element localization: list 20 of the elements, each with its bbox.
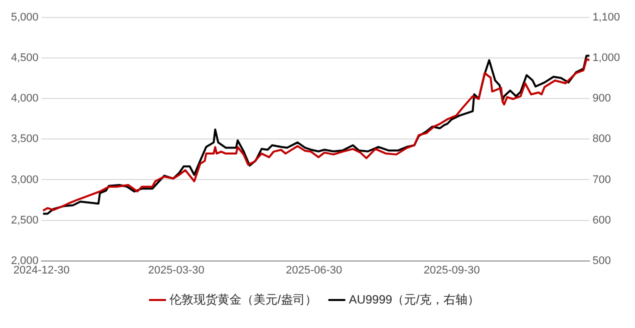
y-tick-label: 5,000 <box>10 12 39 24</box>
x-tick-label: 2024-12-30 <box>13 264 70 276</box>
y-tick-label: 3,000 <box>10 174 39 186</box>
y2-tick-label: 1,100 <box>592 12 620 24</box>
y-tick-label: 2,000 <box>10 254 39 267</box>
y-tick-label: 2,500 <box>10 214 39 226</box>
y-tick-label: 4,000 <box>10 92 39 105</box>
legend-label: 伦敦现货黄金（美元/盎司） <box>169 292 317 306</box>
y2-tick-label: 800 <box>592 133 611 146</box>
y2-tick-label: 1,000 <box>592 52 620 64</box>
y-tick-label: 3,500 <box>10 133 39 146</box>
legend-label: AU9999（元/克，右轴） <box>348 292 480 306</box>
y-tick-label: 4,500 <box>10 52 39 64</box>
y2-tick-label: 600 <box>592 214 611 226</box>
y2-tick-label: 500 <box>592 254 611 267</box>
x-tick-label: 2025-03-30 <box>148 264 204 276</box>
x-tick-label: 2025-09-30 <box>424 264 480 276</box>
y2-tick-label: 900 <box>592 92 611 105</box>
x-tick-label: 2025-06-30 <box>286 264 342 276</box>
y2-tick-label: 700 <box>592 174 611 186</box>
